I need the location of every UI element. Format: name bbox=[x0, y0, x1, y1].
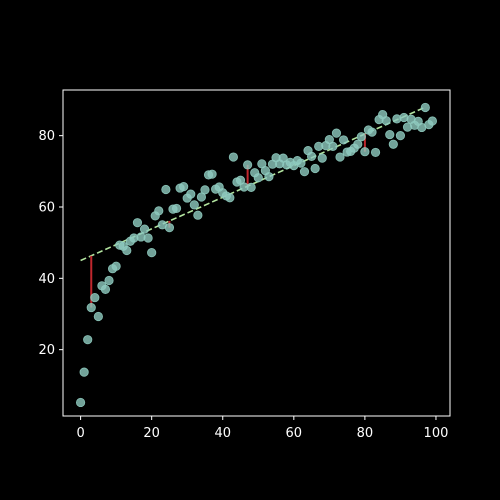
data-point-16 bbox=[132, 218, 143, 228]
data-point-80 bbox=[360, 147, 370, 157]
x-tick-label-20: 20 bbox=[143, 426, 160, 441]
data-point-42 bbox=[225, 193, 235, 203]
data-point-1 bbox=[79, 367, 89, 377]
data-point-73 bbox=[335, 152, 345, 162]
x-tick-label-80: 80 bbox=[357, 426, 374, 441]
data-point-0 bbox=[75, 397, 86, 408]
data-point-37 bbox=[207, 169, 217, 179]
data-point-53 bbox=[264, 172, 274, 182]
data-point-20 bbox=[147, 248, 157, 258]
data-point-3 bbox=[86, 302, 96, 313]
data-point-34 bbox=[196, 192, 207, 202]
data-point-24 bbox=[161, 184, 171, 195]
data-point-47 bbox=[243, 160, 253, 170]
plot-frame bbox=[62, 89, 451, 417]
x-tick-label-100: 100 bbox=[424, 426, 449, 441]
data-point-72 bbox=[331, 128, 342, 138]
data-point-78 bbox=[353, 139, 363, 149]
data-point-99 bbox=[427, 116, 438, 126]
data-point-48 bbox=[246, 182, 256, 192]
data-point-27 bbox=[171, 203, 182, 214]
data-point-8 bbox=[104, 275, 114, 286]
data-point-19 bbox=[143, 233, 153, 243]
data-point-62 bbox=[296, 158, 306, 168]
data-point-25 bbox=[164, 223, 175, 233]
data-point-63 bbox=[299, 167, 310, 177]
data-point-35 bbox=[200, 185, 210, 195]
data-point-86 bbox=[381, 116, 391, 126]
data-point-29 bbox=[179, 182, 189, 192]
data-point-2 bbox=[83, 335, 93, 345]
data-point-7 bbox=[100, 284, 111, 294]
y-tick-label-60: 60 bbox=[38, 200, 55, 215]
data-point-90 bbox=[395, 131, 406, 141]
data-point-83 bbox=[370, 147, 381, 158]
data-point-65 bbox=[306, 151, 317, 161]
data-point-18 bbox=[139, 224, 150, 234]
y-tick-label-20: 20 bbox=[38, 343, 55, 358]
data-point-32 bbox=[189, 200, 199, 210]
data-point-31 bbox=[186, 189, 196, 199]
data-point-68 bbox=[317, 153, 327, 163]
points-layer bbox=[75, 102, 438, 408]
x-axis: 0 20 40 60 80 100 bbox=[76, 416, 448, 441]
data-point-71 bbox=[328, 141, 338, 151]
x-tick-label-0: 0 bbox=[76, 426, 84, 441]
data-point-97 bbox=[420, 102, 430, 113]
data-point-4 bbox=[90, 292, 100, 303]
data-point-43 bbox=[228, 152, 239, 162]
data-point-74 bbox=[338, 135, 349, 145]
y-tick-label-80: 80 bbox=[38, 129, 55, 144]
x-tick-label-60: 60 bbox=[286, 426, 303, 441]
data-point-82 bbox=[367, 127, 377, 137]
y-axis: 20 40 60 80 bbox=[38, 129, 63, 358]
data-point-33 bbox=[193, 210, 203, 220]
data-point-88 bbox=[388, 139, 398, 149]
y-tick-label-40: 40 bbox=[38, 272, 55, 287]
data-point-5 bbox=[93, 311, 103, 322]
data-point-22 bbox=[154, 206, 164, 216]
data-point-10 bbox=[111, 261, 121, 271]
data-point-79 bbox=[356, 132, 366, 142]
data-point-50 bbox=[253, 173, 263, 183]
data-point-87 bbox=[385, 129, 395, 140]
data-point-13 bbox=[122, 245, 132, 256]
data-point-66 bbox=[310, 163, 320, 174]
x-tick-label-40: 40 bbox=[214, 426, 231, 441]
